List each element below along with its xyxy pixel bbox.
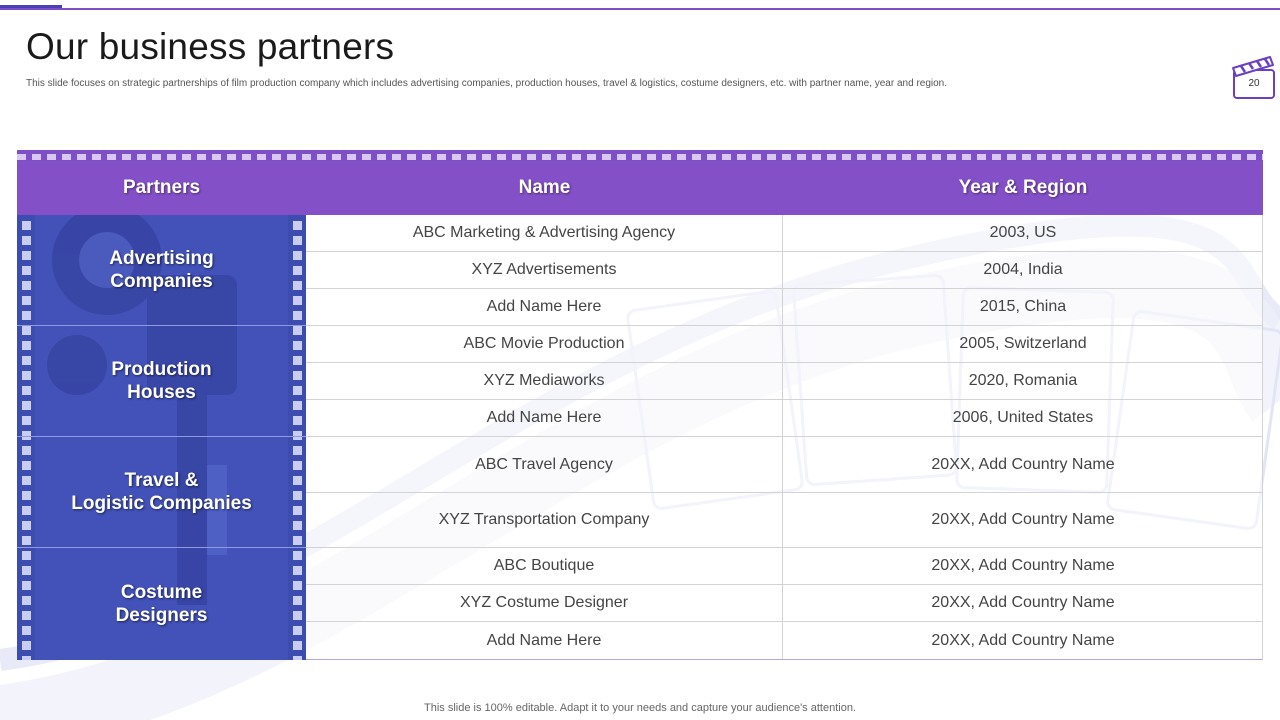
film-strip-left <box>17 215 35 660</box>
table-body: ABC Marketing & Advertising Agency 2003,… <box>306 215 1263 660</box>
partner-year-region: 2005, Switzerland <box>959 335 1087 352</box>
partner-year-region: 20XX, Add Country Name <box>931 594 1115 611</box>
partner-name: ABC Travel Agency <box>306 437 783 492</box>
partner-year-region: 20XX, Add Country Name <box>931 511 1115 528</box>
partner-group-advertising: Advertising Companies <box>17 215 306 326</box>
partner-year-region: 2003, US <box>989 224 1057 241</box>
top-accent-bar <box>0 5 62 8</box>
page-title: Our business partners <box>26 26 395 67</box>
table-row: ABC Movie Production 2005, Switzerland <box>306 326 1263 363</box>
partner-year-region: 2015, China <box>979 298 1067 315</box>
table-row: XYZ Mediaworks 2020, Romania <box>306 363 1263 400</box>
partner-name: ABC Boutique <box>306 548 783 584</box>
partner-name: XYZ Mediaworks <box>306 363 783 399</box>
clapperboard-icon <box>1232 56 1275 99</box>
page-subtitle: This slide focuses on strategic partners… <box>26 78 948 89</box>
partner-name: ABC Marketing & Advertising Agency <box>306 215 783 251</box>
table-row: ABC Travel Agency 20XX, Add Country Name <box>306 437 1263 493</box>
table-row: Add Name Here 2015, China <box>306 289 1263 326</box>
partners-table: Partners Name Year & Region Advertising … <box>17 150 1263 660</box>
table-row: ABC Marketing & Advertising Agency 2003,… <box>306 215 1263 252</box>
table-row: XYZ Costume Designer 20XX, Add Country N… <box>306 585 1263 622</box>
header-name: Name <box>518 177 571 198</box>
partner-group-costume: Costume Designers <box>115 582 208 626</box>
page-number: 20 <box>1248 78 1260 89</box>
partner-name: Add Name Here <box>306 289 783 325</box>
header-partners: Partners <box>122 177 201 198</box>
partner-year-region: 2020, Romania <box>968 372 1078 389</box>
partner-year-region: 2006, United States <box>952 409 1094 426</box>
table-row: Add Name Here 20XX, Add Country Name <box>306 622 1263 660</box>
film-camera-photo <box>17 215 306 660</box>
partner-name: Add Name Here <box>306 622 783 660</box>
table-row: Add Name Here 2006, United States <box>306 400 1263 437</box>
partner-year-region: 20XX, Add Country Name <box>931 632 1115 649</box>
partner-group-travel: Travel & Logistic Companies <box>17 437 306 548</box>
film-strip-right <box>288 215 306 660</box>
partner-name: ABC Movie Production <box>306 326 783 362</box>
partner-name: XYZ Costume Designer <box>306 585 783 621</box>
table-header-row: Partners Name Year & Region <box>17 161 1263 215</box>
top-divider-line <box>0 8 1280 10</box>
table-row: XYZ Transportation Company 20XX, Add Cou… <box>306 493 1263 548</box>
header-year-region: Year & Region <box>958 177 1088 198</box>
partner-year-region: 20XX, Add Country Name <box>931 455 1115 473</box>
partners-column: Advertising Companies Production Houses … <box>17 215 306 660</box>
table-row: XYZ Advertisements 2004, India <box>306 252 1263 289</box>
partner-group-production: Production Houses <box>17 326 306 437</box>
table-row: ABC Boutique 20XX, Add Country Name <box>306 548 1263 585</box>
footer-note: This slide is 100% editable. Adapt it to… <box>424 702 856 714</box>
partner-year-region: 20XX, Add Country Name <box>931 557 1115 574</box>
partner-year-region: 2004, India <box>983 261 1063 278</box>
partner-name: XYZ Advertisements <box>306 252 783 288</box>
partner-name: Add Name Here <box>306 400 783 436</box>
partner-name: XYZ Transportation Company <box>306 493 783 547</box>
